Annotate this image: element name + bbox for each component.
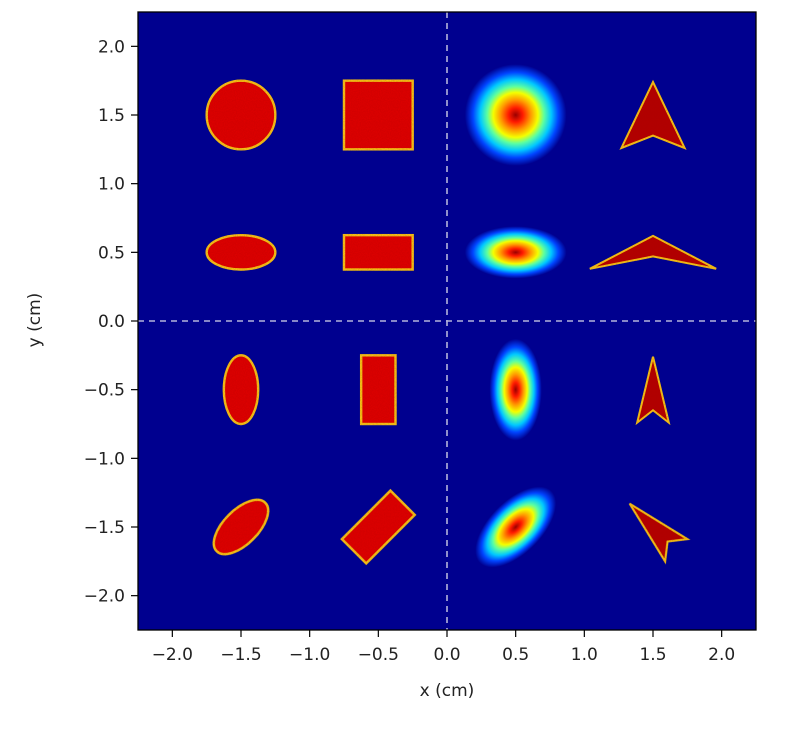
gaussian-blob — [489, 338, 542, 441]
y-tick-label: −0.5 — [84, 381, 125, 401]
y-tick-label: 0.5 — [98, 243, 125, 263]
x-tick-label: 1.5 — [639, 645, 666, 665]
shape-gaussian-horizontal — [464, 226, 567, 279]
shape-rect-vertical — [359, 354, 397, 426]
shape-gaussian-vertical — [489, 338, 542, 441]
y-tick-label: −1.0 — [84, 449, 125, 469]
y-axis-label: y (cm) — [25, 293, 45, 348]
rect-mark — [342, 79, 414, 151]
axes: −2.0 −1.5 −1.0 −0.5 0.0 0.5 1.0 1.5 2.0 −2.0 −1.5 −… — [84, 11, 757, 665]
x-tick-label: 0.5 — [502, 645, 529, 665]
x-tick-label: 0.0 — [433, 645, 460, 665]
gaussian-blob — [475, 486, 557, 568]
ellipse-mark — [222, 354, 260, 426]
shape-arrow-up-wide — [589, 234, 717, 270]
plot-area — [138, 12, 756, 630]
y-tick-label: 2.0 — [98, 37, 125, 57]
gaussian-blob — [464, 226, 567, 279]
rect-mark — [342, 233, 414, 271]
x-axis-label: x (cm) — [420, 681, 475, 701]
y-tick-label: 0.0 — [98, 312, 125, 332]
shape-ellipse-rotated — [212, 498, 270, 556]
shape-gaussian-round — [464, 64, 567, 166]
y-tick-label: 1.5 — [98, 106, 125, 126]
shape-rect-horizontal — [342, 233, 414, 271]
x-tick-label: 1.0 — [571, 645, 598, 665]
x-tick-label: −0.5 — [358, 645, 399, 665]
shape-arrow-up-large — [619, 79, 687, 150]
arrow-mark — [635, 356, 671, 426]
rect-mark — [340, 488, 417, 566]
ellipse-mark — [205, 233, 277, 271]
x-tick-label: −1.0 — [289, 645, 330, 665]
shape-ellipse-vertical — [222, 354, 260, 426]
y-tick-label: 1.0 — [98, 175, 125, 195]
x-tick-label: 2.0 — [708, 645, 735, 665]
y-tick-label: −2.0 — [84, 587, 125, 607]
gaussian-blob — [464, 64, 567, 166]
shape-arrow-up-narrow — [635, 356, 671, 426]
arrow-mark — [589, 234, 717, 270]
ellipse-mark — [205, 79, 277, 151]
shape-gaussian-rotated — [475, 486, 557, 568]
x-tick-label: −1.5 — [220, 645, 261, 665]
shape-ellipse-horizontal — [205, 233, 277, 271]
shape-square — [342, 79, 414, 151]
y-tick-label: −1.5 — [84, 518, 125, 538]
arrow-mark — [619, 79, 687, 150]
x-tick-label: −2.0 — [152, 645, 193, 665]
shape-arrow-rotated — [628, 502, 691, 565]
arrow-mark — [628, 502, 691, 565]
ellipse-mark — [212, 498, 270, 556]
shape-rect-rotated — [340, 488, 417, 566]
shape-circle — [205, 79, 277, 151]
rect-mark — [359, 354, 397, 426]
